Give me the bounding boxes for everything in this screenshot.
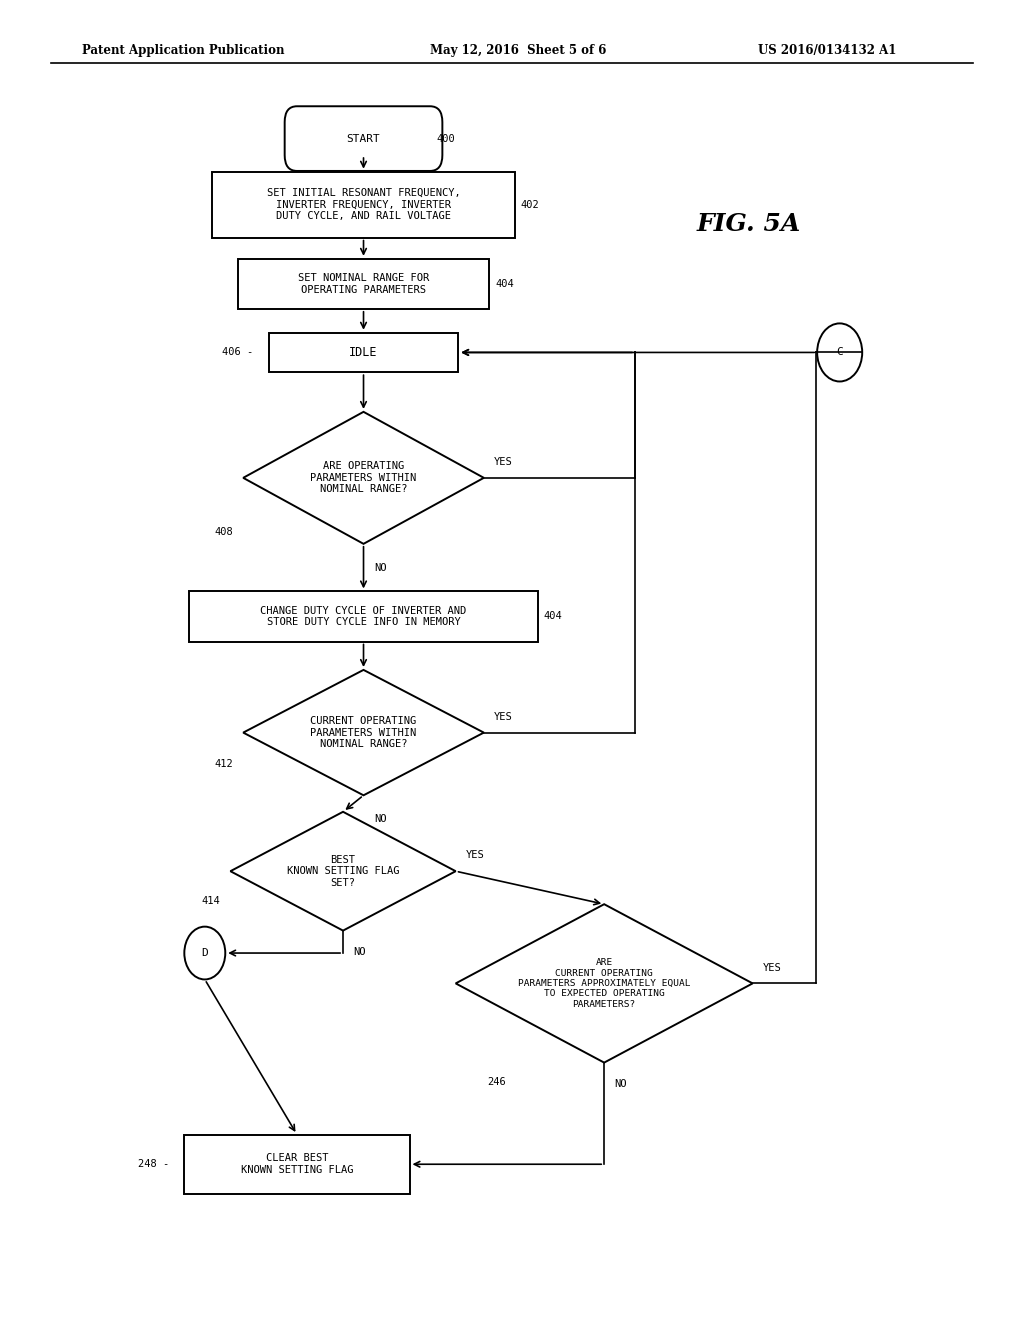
Text: IDLE: IDLE [349, 346, 378, 359]
Text: YES: YES [494, 457, 513, 467]
Text: 406 -: 406 - [222, 347, 253, 358]
Text: SET NOMINAL RANGE FOR
OPERATING PARAMETERS: SET NOMINAL RANGE FOR OPERATING PARAMETE… [298, 273, 429, 294]
Text: 408: 408 [214, 527, 232, 537]
Text: YES: YES [494, 711, 513, 722]
Text: NO: NO [614, 1078, 627, 1089]
Text: FIG. 5A: FIG. 5A [696, 213, 801, 236]
Text: BEST
KNOWN SETTING FLAG
SET?: BEST KNOWN SETTING FLAG SET? [287, 854, 399, 888]
Text: 412: 412 [214, 759, 232, 770]
Circle shape [817, 323, 862, 381]
Text: YES: YES [466, 850, 484, 861]
Polygon shape [244, 671, 483, 795]
Bar [268, 333, 458, 372]
Text: NO: NO [353, 946, 366, 957]
Polygon shape [230, 812, 456, 931]
Bar [184, 1134, 410, 1193]
Text: ARE
CURRENT OPERATING
PARAMETERS APPROXIMATELY EQUAL
TO EXPECTED OPERATING
PARAM: ARE CURRENT OPERATING PARAMETERS APPROXI… [518, 958, 690, 1008]
Text: CLEAR BEST
KNOWN SETTING FLAG: CLEAR BEST KNOWN SETTING FLAG [241, 1154, 353, 1175]
Bar [213, 172, 514, 238]
Text: NO: NO [374, 562, 386, 573]
Polygon shape [244, 412, 483, 544]
Text: US 2016/0134132 A1: US 2016/0134132 A1 [758, 44, 896, 57]
Text: START: START [347, 133, 380, 144]
Text: YES: YES [763, 962, 781, 973]
Text: 402: 402 [520, 199, 540, 210]
Text: 414: 414 [202, 896, 220, 906]
FancyBboxPatch shape [285, 106, 442, 170]
Text: NO: NO [374, 814, 386, 824]
Text: D: D [202, 948, 208, 958]
Text: 404: 404 [495, 279, 514, 289]
Text: Patent Application Publication: Patent Application Publication [82, 44, 285, 57]
Text: SET INITIAL RESONANT FREQUENCY,
INVERTER FREQUENCY, INVERTER
DUTY CYCLE, AND RAI: SET INITIAL RESONANT FREQUENCY, INVERTER… [266, 187, 461, 222]
Bar [238, 259, 489, 309]
Text: ARE OPERATING
PARAMETERS WITHIN
NOMINAL RANGE?: ARE OPERATING PARAMETERS WITHIN NOMINAL … [310, 461, 417, 495]
Circle shape [184, 927, 225, 979]
Text: 246: 246 [487, 1077, 506, 1088]
Polygon shape [456, 904, 753, 1063]
Text: CHANGE DUTY CYCLE OF INVERTER AND
STORE DUTY CYCLE INFO IN MEMORY: CHANGE DUTY CYCLE OF INVERTER AND STORE … [260, 606, 467, 627]
Text: CURRENT OPERATING
PARAMETERS WITHIN
NOMINAL RANGE?: CURRENT OPERATING PARAMETERS WITHIN NOMI… [310, 715, 417, 750]
Text: 400: 400 [436, 133, 455, 144]
Bar [189, 591, 538, 642]
Text: 404: 404 [544, 611, 562, 622]
Text: C: C [837, 347, 843, 358]
Text: May 12, 2016  Sheet 5 of 6: May 12, 2016 Sheet 5 of 6 [430, 44, 606, 57]
Text: 248 -: 248 - [137, 1159, 169, 1170]
